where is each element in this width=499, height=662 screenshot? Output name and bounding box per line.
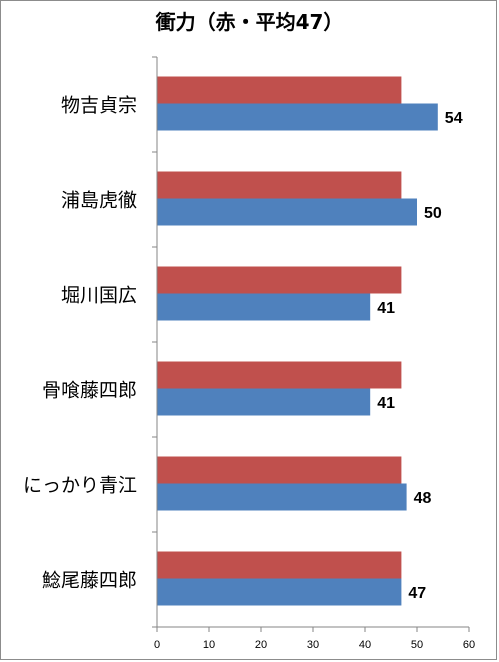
category-label-1: 浦島虎徹 [61,190,137,212]
bar-series-1-4 [157,483,407,511]
bar-series-1-2 [157,293,371,321]
bar-series-0-0 [157,76,402,104]
x-tick-label-0: 0 [154,639,160,651]
bar-series-0-5 [157,551,402,579]
bar-series-0-3 [157,361,402,389]
data-label-4: 48 [414,490,432,507]
category-label-5: 鯰尾藤四郎 [42,570,137,592]
bar-series-1-3 [157,388,371,416]
chart-title: 衝力（赤・平均47） [155,10,344,34]
data-label-3: 41 [377,395,395,412]
bar-series-1-5 [157,578,402,606]
bar-series-0-4 [157,456,402,484]
category-label-4: にっかり青江 [23,475,137,497]
x-tick-label-3: 30 [307,639,319,651]
bar-series-1-1 [157,198,417,226]
x-tick-label-2: 20 [255,639,267,651]
x-tick-label-5: 50 [411,639,423,651]
data-label-5: 47 [408,585,426,602]
data-label-2: 41 [377,300,395,317]
bar-series-0-2 [157,266,402,294]
data-label-0: 54 [445,110,463,127]
x-tick-label-4: 40 [359,639,371,651]
bar-series-0-1 [157,171,402,199]
category-label-0: 物吉貞宗 [61,95,137,117]
data-label-1: 50 [424,205,442,222]
category-label-2: 堀川国広 [61,285,137,307]
x-tick-label-1: 10 [203,639,215,651]
bar-series-1-0 [157,103,438,131]
category-label-3: 骨喰藤四郎 [42,380,137,402]
x-tick-label-6: 60 [463,639,475,651]
